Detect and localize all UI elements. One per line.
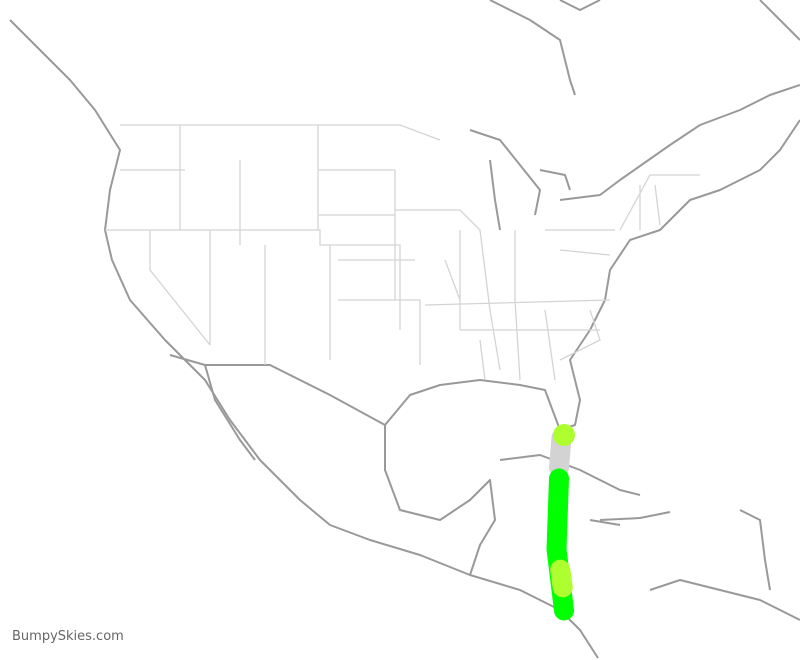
flight-route [546,424,575,621]
watermark: BumpySkies.com [12,629,124,644]
route-segment-light [550,559,573,598]
state-borders [105,124,700,381]
coastlines [9,0,800,659]
route-segment-light [553,424,575,446]
